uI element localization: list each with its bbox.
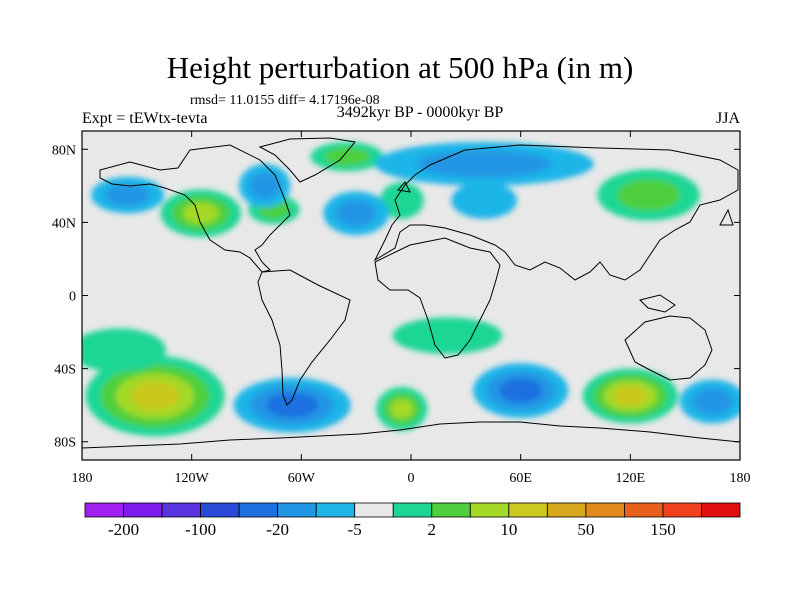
lon-label: 60W xyxy=(288,471,316,486)
field-s-indian-high-level-4 xyxy=(613,386,647,406)
colorbar-swatch xyxy=(161,502,201,518)
colorbar-swatch xyxy=(508,502,548,518)
field-tropical-pacific-level-1 xyxy=(82,328,167,373)
field-greenland-high-level-2 xyxy=(324,147,370,166)
colorbar-swatch xyxy=(624,502,664,518)
field-nh-high-canada-level-3 xyxy=(182,202,219,224)
lon-label: 180 xyxy=(72,471,93,486)
colorbar-swatch xyxy=(277,502,317,518)
colorbar-label: 10 xyxy=(500,520,517,539)
lon-label: 120W xyxy=(175,471,210,486)
field-s-indian-low-level-3 xyxy=(499,378,542,403)
colorbar-swatch xyxy=(431,502,471,518)
colorbar-swatch xyxy=(701,502,741,518)
colorbar-label: -5 xyxy=(348,520,362,539)
field-atlantic-low-level-2 xyxy=(335,199,377,227)
colorbar-swatch xyxy=(354,502,394,518)
lat-label: 0 xyxy=(69,290,76,305)
season-label: JJA xyxy=(715,110,740,127)
colorbar-label: 50 xyxy=(577,520,594,539)
colorbar-swatch xyxy=(585,502,625,518)
stats-text: rmsd= 11.0155 diff= 4.17196e-08 xyxy=(190,93,380,108)
field-arctic-low-level-2 xyxy=(416,150,552,178)
lon-label: 0 xyxy=(408,471,415,486)
colorbar-label: -200 xyxy=(108,520,139,539)
coast-south-america xyxy=(257,269,351,406)
field-s-pacific-high-level-4 xyxy=(130,382,180,411)
lon-label: 60E xyxy=(509,471,532,486)
period-label: 3492kyr BP - 0000kyr BP xyxy=(336,104,504,121)
coast-africa xyxy=(374,237,501,359)
colorbar-label: 150 xyxy=(650,520,676,539)
lon-label: 120E xyxy=(616,471,646,486)
lat-label: 40N xyxy=(52,216,76,231)
field-e-europe-low-level-1 xyxy=(451,182,518,219)
colorbar-swatch xyxy=(662,502,702,518)
field-e-africa-band-level-1 xyxy=(392,317,503,354)
colorbar-swatch xyxy=(200,502,240,518)
lon-label: 180 xyxy=(730,471,751,486)
colorbar-swatch xyxy=(84,502,124,518)
colorbar-swatch xyxy=(123,502,163,518)
colorbar-label: -20 xyxy=(266,520,289,539)
field-w-europe-high-level-1 xyxy=(379,182,424,219)
colorbar-swatch xyxy=(469,502,510,518)
field-asia-high-level-2 xyxy=(617,179,681,211)
coast-islands xyxy=(397,181,734,313)
coast-greenland xyxy=(258,137,356,183)
map-title: Height perturbation at 500 hPa (in m) xyxy=(166,50,634,85)
lat-label: 80S xyxy=(54,436,76,451)
field-n-pacific-low-level-2 xyxy=(105,183,151,207)
colorbar-swatch xyxy=(238,502,279,518)
colorbar-label: 2 xyxy=(428,520,437,539)
coast-eurasia xyxy=(373,144,739,281)
lat-label: 80N xyxy=(52,143,76,158)
colorbar-swatch xyxy=(546,502,587,518)
field-s-atlantic-high-level-3 xyxy=(390,399,414,419)
colorbar-label: -100 xyxy=(185,520,216,539)
coast-north-america xyxy=(99,144,291,273)
colorbar-swatch xyxy=(392,502,433,518)
colorbar-swatch xyxy=(315,502,356,518)
coast-antarctica xyxy=(82,421,740,449)
field-s-america-low-level-3 xyxy=(266,392,319,418)
field-sw-pacific-low-level-2 xyxy=(692,388,733,416)
experiment-label: Expt = tEWtx-tevta xyxy=(82,110,208,127)
field-na-east-low-level-2 xyxy=(249,172,281,200)
coast-australia xyxy=(624,315,713,381)
lat-label: 40S xyxy=(54,363,76,378)
